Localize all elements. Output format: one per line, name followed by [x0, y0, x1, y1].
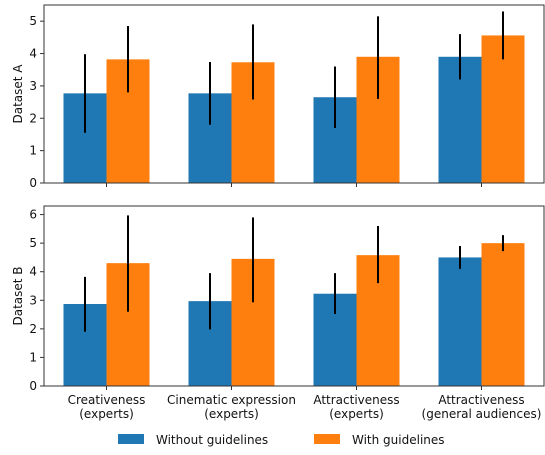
y-tick-label: 5	[29, 236, 37, 250]
x-tick-label: (general audiences)	[422, 407, 542, 421]
x-tick-label: Attractiveness	[313, 393, 399, 407]
y-tick-label: 3	[29, 293, 37, 307]
x-tick-label: Cinematic expression	[167, 393, 296, 407]
x-tick-label: Attractiveness	[438, 393, 524, 407]
y-tick-label: 4	[29, 265, 37, 279]
bar	[481, 35, 525, 184]
y-tick-label: 4	[29, 47, 37, 61]
y-axis-label: Dataset B	[11, 266, 25, 325]
legend-swatch	[314, 434, 340, 444]
y-tick-label: 6	[29, 208, 37, 222]
y-tick-label: 2	[29, 322, 37, 336]
bar	[481, 243, 525, 386]
y-tick-label: 0	[29, 176, 37, 190]
x-tick-label: (experts)	[79, 407, 134, 421]
x-tick-label: (experts)	[204, 407, 259, 421]
bar	[438, 257, 482, 386]
x-tick-label: Creativeness	[68, 393, 146, 407]
legend-swatch	[118, 434, 144, 444]
y-axis-label: Dataset A	[11, 64, 25, 124]
y-tick-label: 1	[29, 144, 37, 158]
y-tick-label: 2	[29, 111, 37, 125]
axes-frame	[43, 4, 545, 184]
y-tick-label: 1	[29, 350, 37, 364]
axes-frame	[43, 205, 545, 387]
y-tick-label: 0	[29, 379, 37, 393]
legend-label: Without guidelines	[156, 433, 268, 447]
y-tick-label: 5	[29, 14, 37, 28]
legend-label: With guidelines	[352, 433, 445, 447]
y-tick-label: 3	[29, 79, 37, 93]
x-tick-label: (experts)	[329, 407, 384, 421]
